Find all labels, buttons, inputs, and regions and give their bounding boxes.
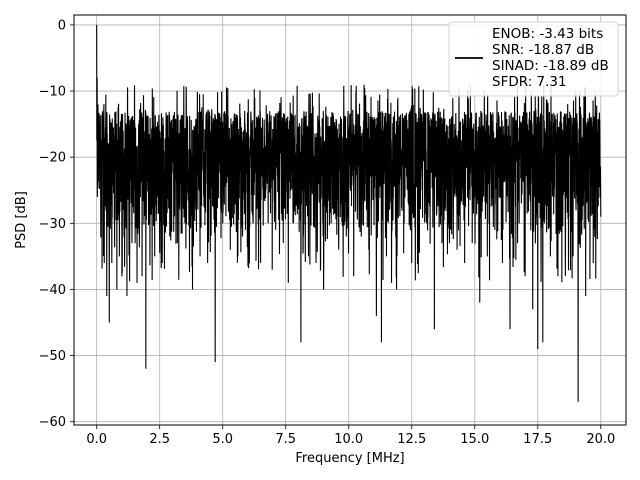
legend-box [448, 21, 619, 97]
x-tick-label: 12.5 [397, 432, 426, 447]
x-tick-label: 5.0 [212, 432, 233, 447]
psd-trace [96, 24, 602, 402]
legend: ENOB: -3.43 bits SNR: -18.87 dB SINAD: -18… [448, 21, 619, 97]
legend-label: ENOB: -3.43 bits SNR: -18.87 dB SINAD: -18… [492, 26, 609, 90]
x-axis-label: Frequency [MHz] [295, 451, 404, 466]
legend-label-line: ENOB: -3.43 bits [492, 26, 603, 42]
legend-label-line: SFDR: 7.31 [492, 74, 567, 90]
legend-label-line: SNR: -18.87 dB [492, 42, 594, 58]
y-tick-label: −10 [39, 85, 66, 100]
x-tick-label: 0.0 [86, 432, 107, 447]
legend-label-line: SINAD: -18.89 dB [492, 58, 609, 74]
y-tick-label: −20 [39, 151, 66, 166]
data-series [96, 24, 602, 402]
ticks: 0.0 2.5 5.0 7.5 10.0 12.5 15.0 17.5 20.0 0 −10 −20 −… [39, 18, 616, 447]
x-tick-label: 2.5 [149, 432, 170, 447]
x-tick-label: 17.5 [523, 432, 552, 447]
y-tick-label: −60 [39, 415, 66, 430]
axes-frame [73, 14, 627, 426]
x-tick-label: 15.0 [460, 432, 489, 447]
x-tick-label: 10.0 [334, 432, 363, 447]
y-axis-label: PSD [dB] [14, 191, 29, 249]
x-tick-label: 7.5 [275, 432, 296, 447]
y-tick-label: 0 [58, 18, 66, 33]
y-tick-label: −50 [39, 349, 66, 364]
y-tick-label: −30 [39, 217, 66, 232]
y-tick-label: −40 [39, 283, 66, 298]
x-tick-label: 20.0 [586, 432, 615, 447]
